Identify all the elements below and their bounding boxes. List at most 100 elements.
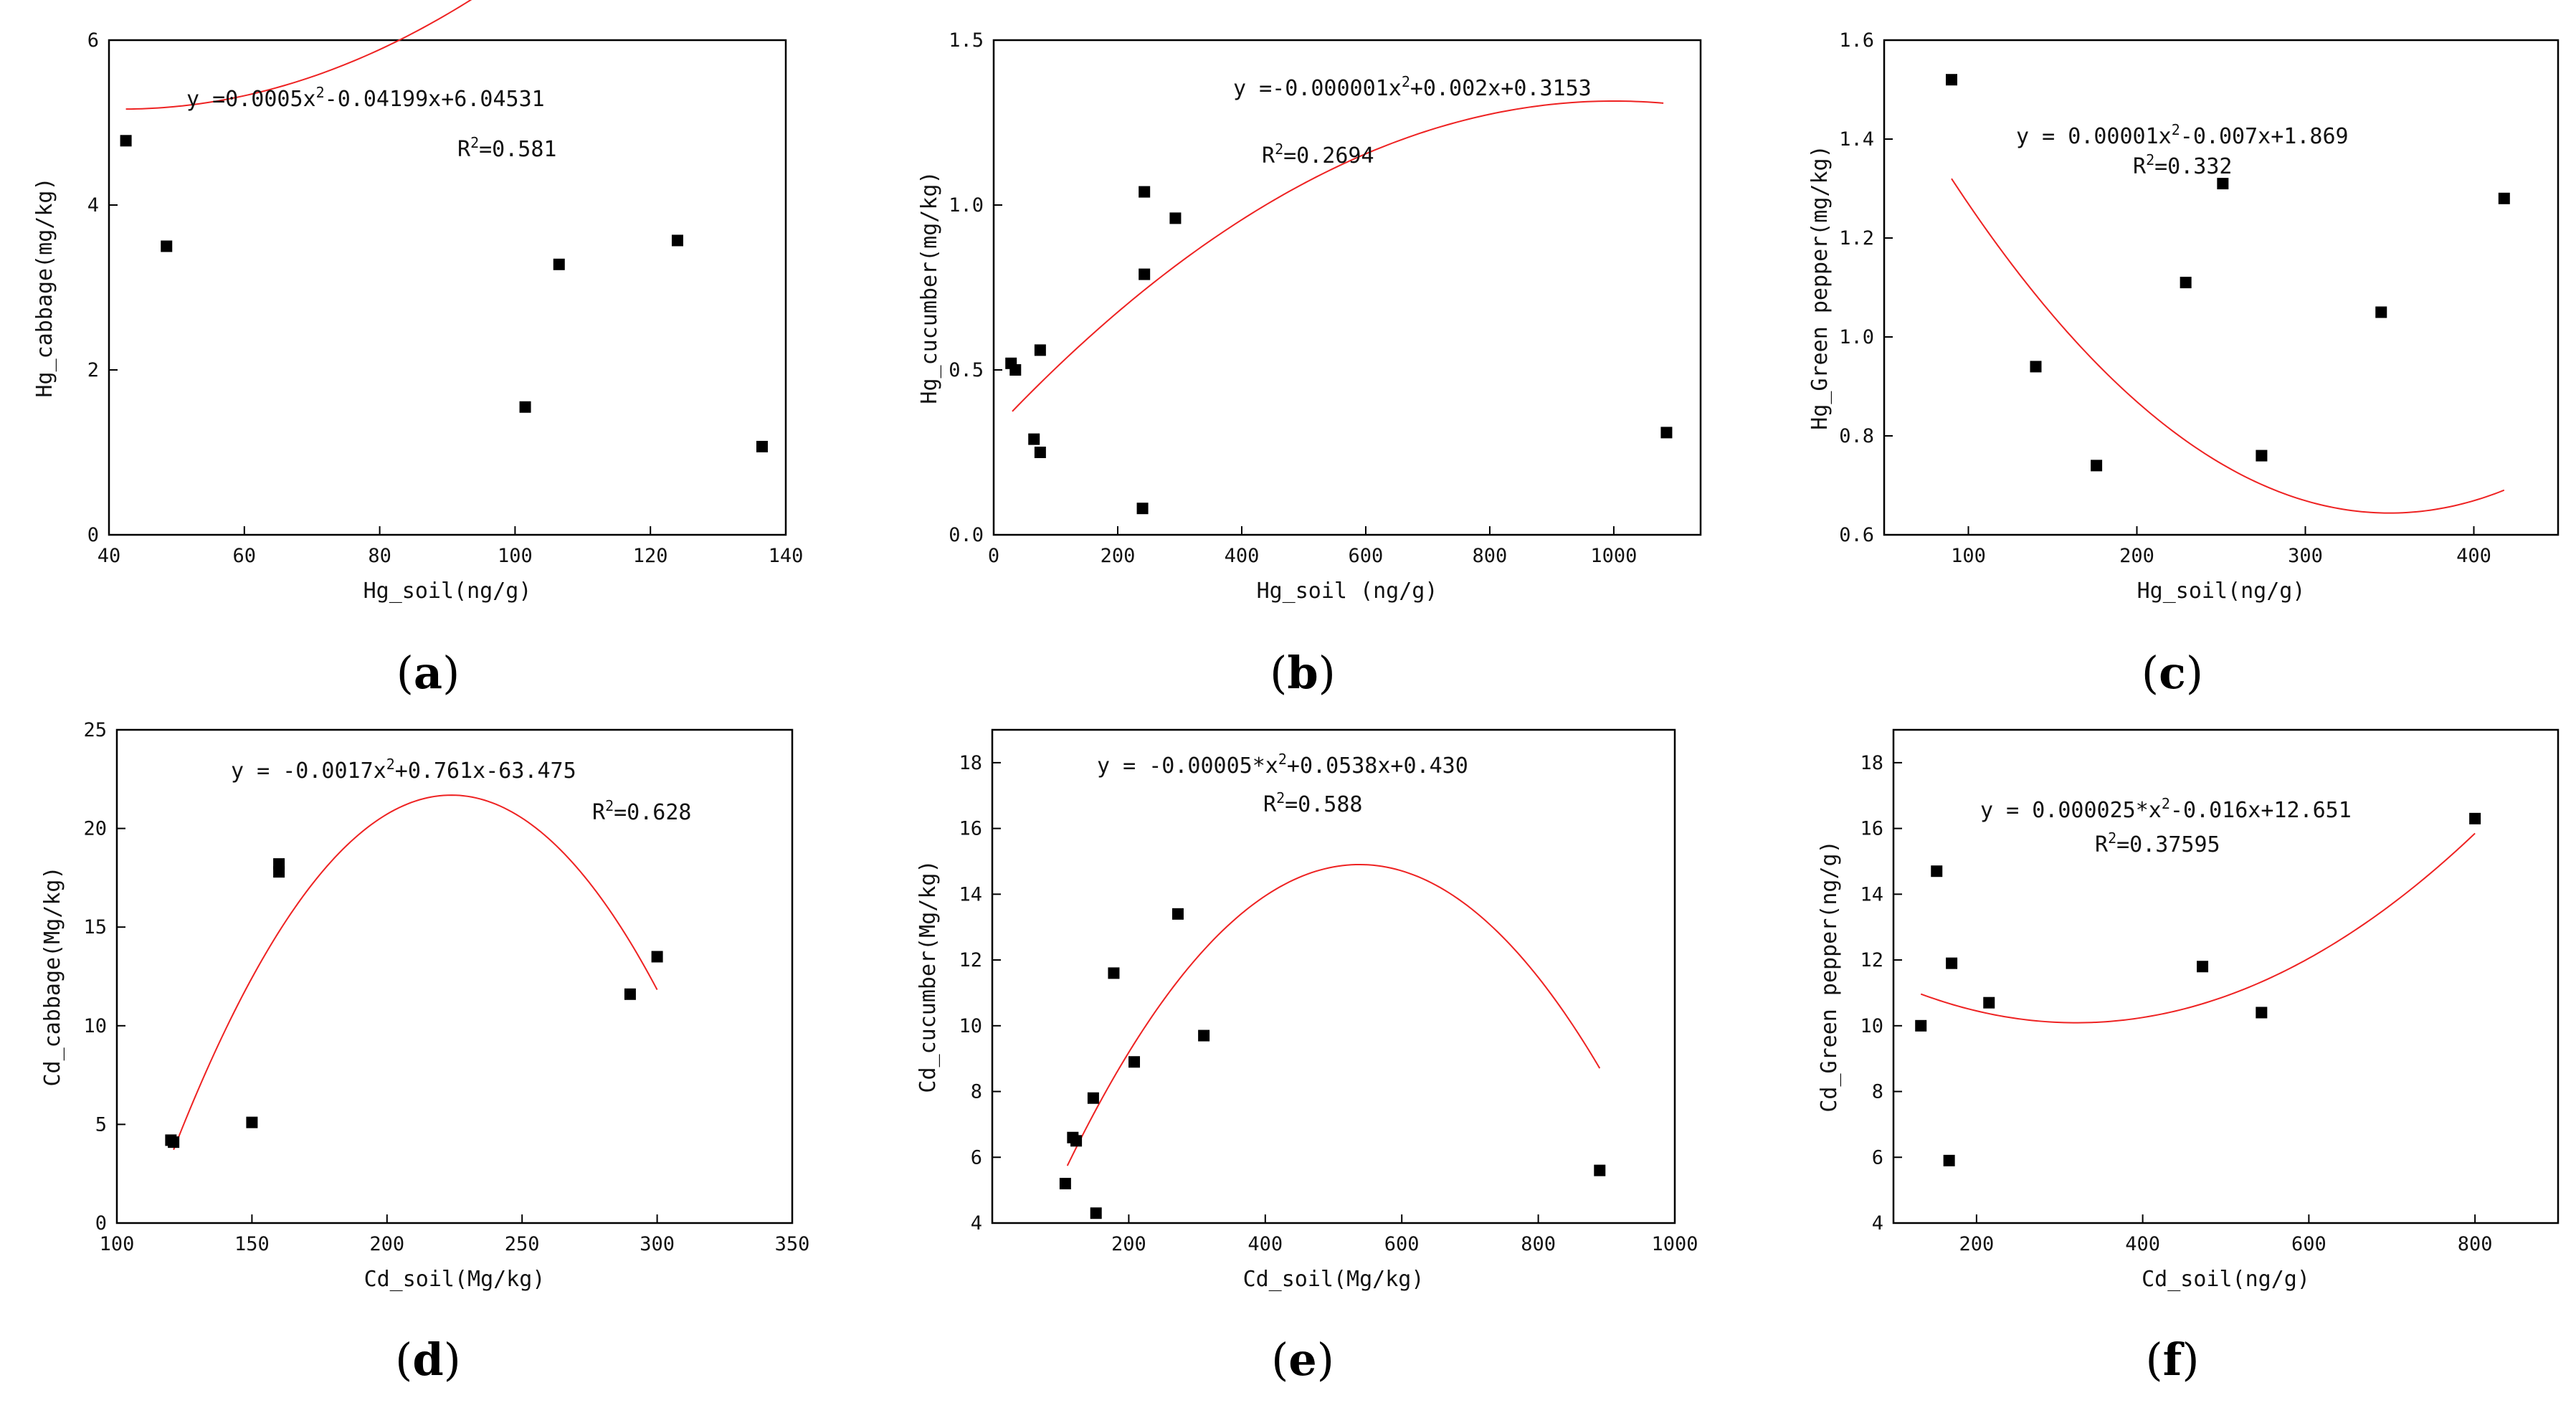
panel-label: (d) xyxy=(395,1333,461,1386)
y-tick-label: 18 xyxy=(959,752,982,774)
r-squared-label: R2=0.628 xyxy=(592,797,691,825)
data-point xyxy=(1136,503,1149,515)
y-tick-label: 6 xyxy=(971,1146,982,1169)
y-tick-label: 0.0 xyxy=(949,524,984,546)
x-axis-title: Hg_soil (ng/g) xyxy=(1257,579,1438,604)
data-point xyxy=(1983,996,1995,1009)
data-point xyxy=(1169,212,1182,224)
data-point xyxy=(2375,306,2387,318)
y-axis-title: Hg_cucumber(mg/kg) xyxy=(917,171,942,404)
x-axis-title: Hg_soil(ng/g) xyxy=(363,579,532,604)
panel-label: (c) xyxy=(2142,647,2203,699)
y-tick-label: 1.4 xyxy=(1839,128,1874,151)
chart-panel-c: 100 200 300 400 0.6 0.8 1.0 1.2 1.4 1.6 Hg_soil(ng… xyxy=(1807,29,2560,699)
data-point xyxy=(1946,74,1957,86)
data-point xyxy=(651,951,663,963)
data-point xyxy=(1660,427,1673,439)
chart-panel-f: 200 400 600 800 4 6 8 10 12 14 16 18 Cd_soil(ng/g) Cd… xyxy=(1817,728,2560,1386)
x-tick-label: 800 xyxy=(1473,545,1508,567)
plot-frame xyxy=(1892,728,2560,1224)
data-point xyxy=(1171,908,1184,920)
y-tick-label: 1.2 xyxy=(1839,227,1874,249)
x-tick-label: 600 xyxy=(1349,545,1384,567)
chart-panel-d: 100 150 200 250 300 350 0 5 10 15 20 25 Cd_soil(Mg/k… xyxy=(40,719,809,1386)
y-tick-label: 0.6 xyxy=(1839,524,1874,546)
y-tick-label: 20 xyxy=(83,818,107,840)
x-tick-label: 120 xyxy=(633,545,668,567)
y-tick-label: 0 xyxy=(87,524,99,546)
y-tick-label: 4 xyxy=(1872,1212,1883,1235)
y-tick-label: 8 xyxy=(1872,1081,1883,1103)
data-point xyxy=(553,258,565,270)
y-tick-label: 0.8 xyxy=(1839,425,1874,447)
x-tick-label: 350 xyxy=(775,1233,810,1255)
y-axis-title: Cd_cucumber(Mg/kg) xyxy=(916,860,941,1093)
y-tick-label: 10 xyxy=(83,1015,107,1037)
x-tick-label: 200 xyxy=(1111,1233,1146,1255)
data-point xyxy=(246,1116,258,1128)
y-tick-label: 2 xyxy=(87,359,99,381)
data-point xyxy=(1090,1207,1102,1219)
data-point xyxy=(1931,865,1943,877)
fit-curve xyxy=(125,0,472,110)
data-point xyxy=(1087,1092,1099,1104)
y-tick-label: 0.5 xyxy=(949,359,984,381)
x-tick-label: 100 xyxy=(1951,545,1986,567)
y-tick-label: 12 xyxy=(959,949,982,971)
data-point xyxy=(1128,1056,1141,1068)
y-tick-label: 4 xyxy=(971,1212,982,1235)
plot-frame xyxy=(1883,39,2560,536)
data-point xyxy=(519,401,531,413)
x-tick-label: 250 xyxy=(505,1233,540,1255)
data-point xyxy=(1009,364,1022,376)
x-tick-label: 600 xyxy=(1384,1233,1420,1255)
y-tick-label: 25 xyxy=(83,719,107,741)
fit-curve xyxy=(1920,832,2476,1024)
chart-panel-e: 200 400 600 800 1000 4 6 8 10 12 14 16 18 Cd_soil(Mg/… xyxy=(916,728,1698,1386)
y-tick-label: 1.0 xyxy=(949,194,984,217)
x-tick-label: 200 xyxy=(1101,545,1136,567)
y-tick-label: 10 xyxy=(959,1015,982,1037)
x-axis-title: Cd_soil(Mg/kg) xyxy=(1243,1267,1425,1292)
data-point xyxy=(1915,1019,1927,1032)
plot-frame xyxy=(115,728,794,1224)
x-tick-label: 400 xyxy=(1247,1233,1283,1255)
plot-frame xyxy=(992,39,1702,536)
x-tick-label: 400 xyxy=(2125,1233,2160,1255)
x-tick-label: 100 xyxy=(498,545,533,567)
x-tick-label: 800 xyxy=(1521,1233,1556,1255)
data-point xyxy=(2217,178,2229,190)
data-point xyxy=(161,240,173,252)
regression-equation: y = 0.00001x2-0.007x+1.869 xyxy=(2016,121,2349,149)
data-point xyxy=(120,135,132,147)
y-axis-title: Cd_cabbage(Mg/kg) xyxy=(40,866,65,1086)
plot-frame xyxy=(108,39,787,536)
x-tick-label: 400 xyxy=(2456,545,2491,567)
y-tick-label: 18 xyxy=(1860,752,1883,774)
x-axis-title: Cd_soil(ng/g) xyxy=(2142,1267,2310,1292)
data-point xyxy=(2256,1007,2268,1019)
y-tick-label: 4 xyxy=(87,194,99,217)
y-tick-label: 1.0 xyxy=(1839,326,1874,348)
x-tick-label: 200 xyxy=(2119,545,2154,567)
x-tick-label: 1000 xyxy=(1590,545,1637,567)
panel-label: (e) xyxy=(1271,1333,1334,1386)
regression-equation: y = -0.0017x2+0.761x-63.475 xyxy=(231,756,576,784)
panel-label: (b) xyxy=(1270,647,1336,699)
data-point xyxy=(2091,460,2103,472)
chart-panel-a: 40 60 80 100 120 140 0 2 4 6 Hg_soil(ng/g) Hg_cabba… xyxy=(32,0,803,699)
fit-curve xyxy=(173,794,658,1151)
plot-frame xyxy=(991,728,1676,1224)
y-tick-label: 15 xyxy=(83,916,107,938)
data-point xyxy=(168,1136,180,1148)
data-point xyxy=(2197,961,2209,973)
data-point xyxy=(756,440,768,452)
x-tick-label: 800 xyxy=(2458,1233,2493,1255)
chart-panel-b: 0 200 400 600 800 1000 0.0 0.5 1.0 1.5 Hg_soil (ng… xyxy=(917,29,1702,699)
x-tick-label: 100 xyxy=(100,1233,135,1255)
x-tick-label: 300 xyxy=(2288,545,2323,567)
x-tick-label: 140 xyxy=(769,545,804,567)
regression-equation: y =0.0005x2-0.04199x+6.04531 xyxy=(186,84,545,112)
r-squared-label: R2=0.332 xyxy=(2133,151,2232,179)
y-axis-title: Cd_Green pepper(ng/g) xyxy=(1817,840,1842,1112)
